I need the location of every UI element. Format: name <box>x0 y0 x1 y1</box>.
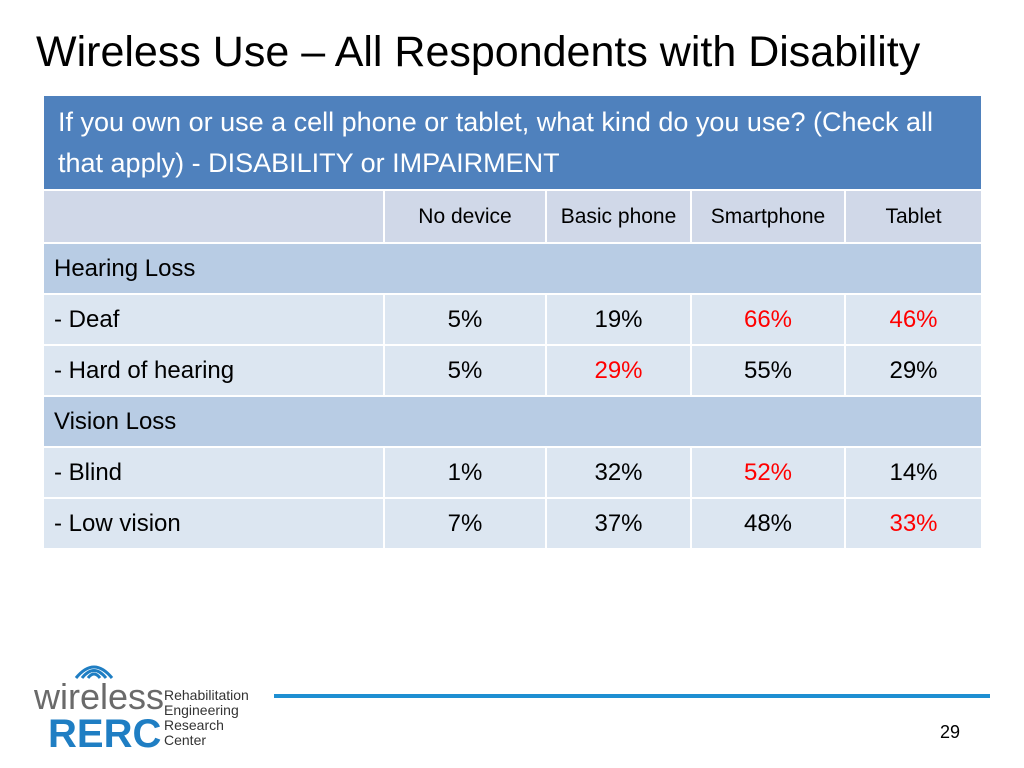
data-table: If you own or use a cell phone or tablet… <box>43 95 983 549</box>
column-header-blank <box>43 190 384 243</box>
cell-tablet: 14% <box>845 447 983 498</box>
question-text: If you own or use a cell phone or tablet… <box>43 95 983 190</box>
page-number: 29 <box>940 722 961 742</box>
cell-tablet: 46% <box>845 294 983 345</box>
column-header-no-device: No device <box>384 190 546 243</box>
logo-wordmark-bottom: RERC <box>48 712 162 756</box>
cell-basic-phone: 37% <box>546 498 691 549</box>
cell-basic-phone: 19% <box>546 294 691 345</box>
wifi-signal-icon <box>74 665 114 679</box>
footer-divider <box>274 694 990 698</box>
slide-title: Wireless Use – All Respondents with Disa… <box>36 28 921 76</box>
logo-subtitle: Rehabilitation Engineering Research Cent… <box>164 688 249 748</box>
logo-subtitle-line: Rehabilitation <box>164 687 249 703</box>
cell-no-device: 5% <box>384 345 546 396</box>
group-label: Vision Loss <box>43 396 983 447</box>
cell-no-device: 7% <box>384 498 546 549</box>
row-label: - Blind <box>43 447 384 498</box>
cell-no-device: 5% <box>384 294 546 345</box>
table-row: - Blind 1% 32% 52% 14% <box>43 447 983 498</box>
cell-smartphone: 48% <box>691 498 845 549</box>
row-label: - Low vision <box>43 498 384 549</box>
group-label: Hearing Loss <box>43 243 983 294</box>
cell-basic-phone: 32% <box>546 447 691 498</box>
cell-smartphone: 66% <box>691 294 845 345</box>
cell-smartphone: 52% <box>691 447 845 498</box>
cell-no-device: 1% <box>384 447 546 498</box>
cell-smartphone: 55% <box>691 345 845 396</box>
logo-subtitle-line: Center <box>164 732 207 748</box>
row-label: - Hard of hearing <box>43 345 384 396</box>
row-label: - Deaf <box>43 294 384 345</box>
cell-basic-phone: 29% <box>546 345 691 396</box>
cell-tablet: 29% <box>845 345 983 396</box>
table-row: - Deaf 5% 19% 66% 46% <box>43 294 983 345</box>
cell-tablet: 33% <box>845 498 983 549</box>
question-row: If you own or use a cell phone or tablet… <box>43 95 983 190</box>
column-header-row: No device Basic phone Smartphone Tablet <box>43 190 983 243</box>
group-row-vision-loss: Vision Loss <box>43 396 983 447</box>
logo-subtitle-line: Engineering <box>164 702 239 718</box>
column-header-smartphone: Smartphone <box>691 190 845 243</box>
column-header-basic-phone: Basic phone <box>546 190 691 243</box>
logo-subtitle-line: Research <box>164 717 224 733</box>
table-row: - Hard of hearing 5% 29% 55% 29% <box>43 345 983 396</box>
group-row-hearing-loss: Hearing Loss <box>43 243 983 294</box>
column-header-tablet: Tablet <box>845 190 983 243</box>
wireless-rerc-logo: wireless RERC Rehabilitation Engineering… <box>30 658 270 758</box>
table-row: - Low vision 7% 37% 48% 33% <box>43 498 983 549</box>
logo-wordmark-top: wireless <box>34 676 165 717</box>
